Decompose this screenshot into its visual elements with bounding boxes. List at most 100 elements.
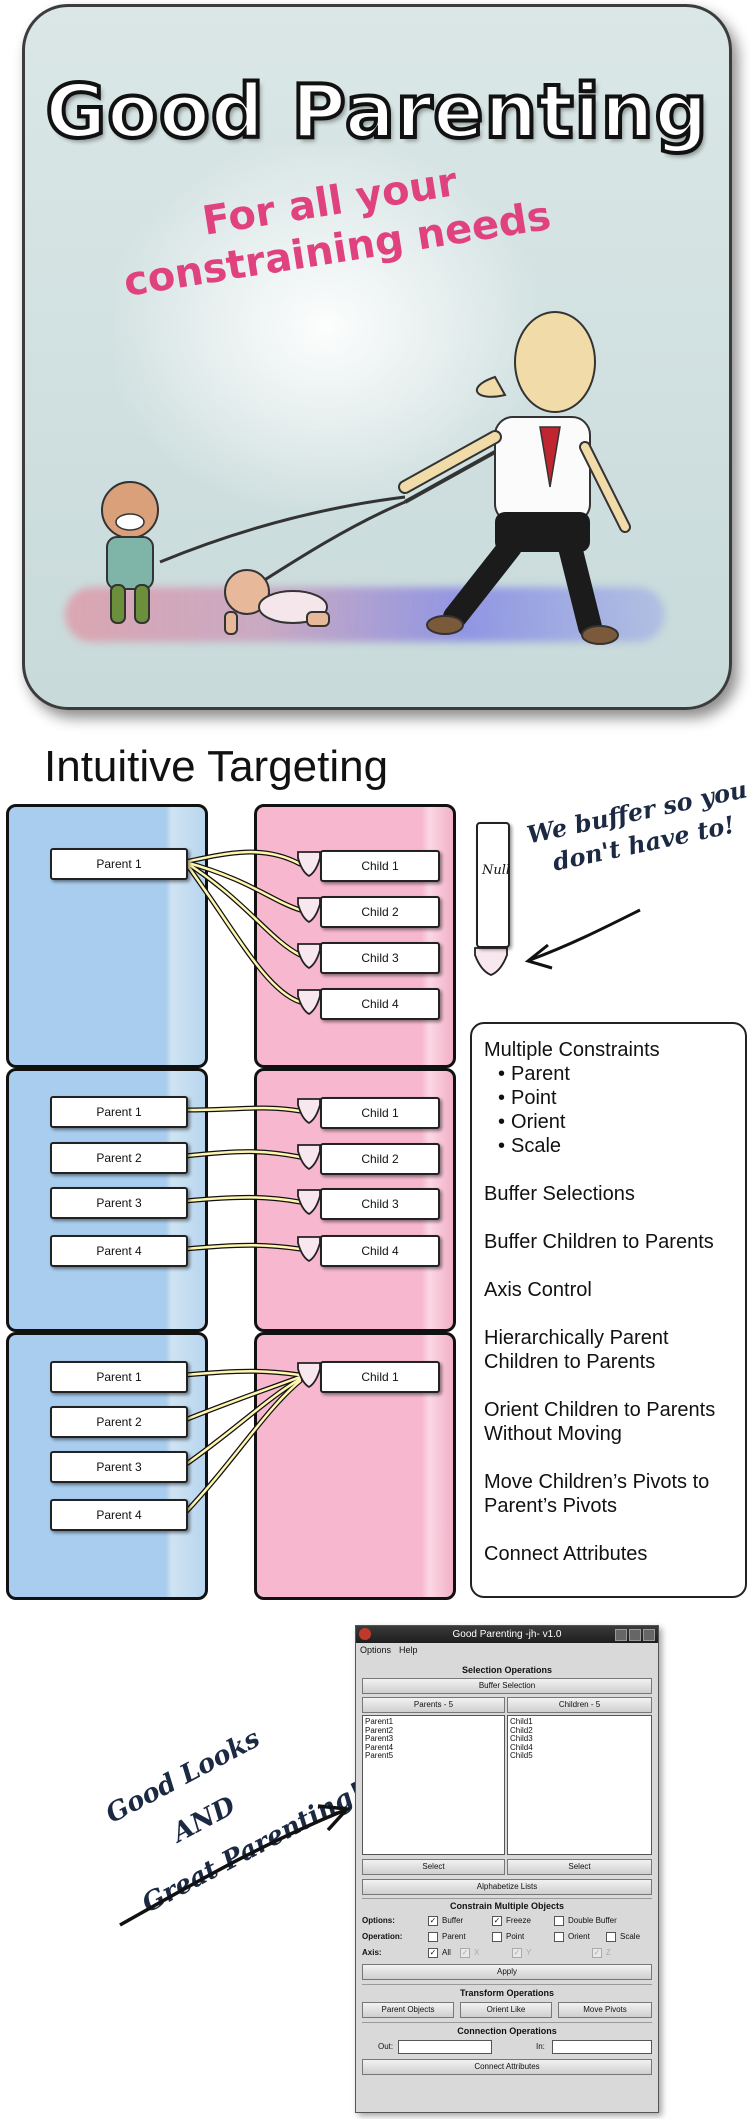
constraint-type: Orient (498, 1110, 565, 1134)
child-node: Child 2 (320, 1143, 440, 1175)
parent-objects-button[interactable]: Parent Objects (362, 2002, 454, 2018)
list-item[interactable]: Child4 (510, 1742, 533, 1752)
child-node: Child 1 (320, 850, 440, 882)
parent-node: Parent 2 (50, 1406, 188, 1438)
feature-item: Move Children’s Pivots to (484, 1471, 710, 1493)
axis-all-checkbox[interactable]: ✓ (428, 1948, 438, 1958)
null-label: Null (482, 863, 511, 878)
child-node: Child 4 (320, 1235, 440, 1267)
app-icon (359, 1628, 371, 1640)
children-list[interactable]: Child1 Child2 Child3 Child4 Child5 (507, 1715, 652, 1855)
feature-item: Axis Control (484, 1279, 592, 1301)
minimize-icon[interactable] (615, 1629, 627, 1641)
list-item[interactable]: Child3 (510, 1734, 533, 1743)
feature-item: Children to Parents (484, 1351, 656, 1373)
parents-list[interactable]: Parent1 Parent2 Parent3 Parent4 Parent5 (362, 1715, 505, 1855)
menu-options[interactable]: Options (360, 1645, 392, 1655)
constraint-type: Scale (498, 1134, 561, 1158)
children-header-button[interactable]: Children - 5 (507, 1697, 652, 1713)
constrain-header: Constrain Multiple Objects (449, 1901, 564, 1911)
feature-item: Connect Attributes (484, 1543, 648, 1565)
orient-like-button[interactable]: Orient Like (460, 2002, 552, 2018)
freeze-checkbox[interactable]: ✓ (492, 1916, 502, 1926)
parent-node: Parent 3 (50, 1187, 188, 1219)
parent-op-checkbox[interactable] (428, 1932, 438, 1942)
move-pivots-button[interactable]: Move Pivots (558, 2002, 652, 2018)
connection-header: Connection Operations (457, 2026, 557, 2036)
in-attribute-field[interactable] (552, 2040, 652, 2054)
out-label: Out: (378, 2042, 394, 2051)
close-icon[interactable] (643, 1629, 655, 1641)
buffer-checkbox[interactable]: ✓ (428, 1916, 438, 1926)
axis-all-label: All (442, 1948, 451, 1957)
constraint-type: Point (498, 1086, 557, 1110)
axis-x-label: X (474, 1948, 480, 1957)
parent-node: Parent 1 (50, 848, 188, 880)
divider (362, 1898, 652, 1899)
child-node: Child 1 (320, 1361, 440, 1393)
point-op-label: Point (506, 1932, 525, 1941)
children-panel-1 (254, 804, 456, 1068)
axis-x-checkbox[interactable]: ✓ (460, 1948, 470, 1958)
child-node: Child 4 (320, 988, 440, 1020)
parents-header-button[interactable]: Parents - 5 (362, 1697, 505, 1713)
feature-item: Buffer Children to Parents (484, 1231, 714, 1253)
transform-header: Transform Operations (459, 1988, 555, 1998)
banner-title: Good Parenting (43, 67, 709, 157)
divider (362, 2022, 652, 2023)
apply-button[interactable]: Apply (362, 1964, 652, 1980)
select-children-button[interactable]: Select (507, 1859, 652, 1875)
list-item[interactable]: Parent2 (365, 1725, 394, 1735)
scale-op-checkbox[interactable] (606, 1932, 616, 1942)
features-box: Multiple Constraints Parent Point Orient… (470, 1022, 747, 1598)
orient-op-checkbox[interactable] (554, 1932, 564, 1942)
ground-smear (65, 587, 665, 642)
out-attribute-field[interactable] (398, 2040, 492, 2054)
double-buffer-checkbox[interactable] (554, 1916, 564, 1926)
list-item[interactable]: Parent3 (365, 1734, 394, 1743)
title-banner: Good Parenting For all your constraining… (22, 4, 732, 710)
list-item[interactable]: Child1 (510, 1717, 533, 1726)
menu-bar: Options Help (356, 1643, 658, 1657)
parent-node: Parent 4 (50, 1499, 188, 1531)
list-item[interactable]: Parent5 (365, 1751, 394, 1760)
null-object: Null (476, 822, 510, 948)
operation-label: Operation: (362, 1932, 403, 1941)
menu-help[interactable]: Help (399, 1645, 418, 1655)
point-op-checkbox[interactable] (492, 1932, 502, 1942)
feature-item: Parent’s Pivots (484, 1495, 618, 1517)
axis-y-checkbox[interactable]: ✓ (512, 1948, 522, 1958)
freeze-option-label: Freeze (506, 1916, 531, 1925)
in-label: In: (536, 2042, 545, 2051)
parent-node: Parent 1 (50, 1361, 188, 1393)
child-node: Child 3 (320, 1188, 440, 1220)
buffer-selection-button[interactable]: Buffer Selection (362, 1678, 652, 1694)
child-node: Child 2 (320, 896, 440, 928)
feature-item: Buffer Selections (484, 1183, 635, 1205)
list-item[interactable]: Parent1 (365, 1717, 394, 1726)
options-label: Options: (362, 1916, 395, 1925)
list-item[interactable]: Parent4 (365, 1742, 394, 1752)
parent-node: Parent 2 (50, 1142, 188, 1174)
maximize-icon[interactable] (629, 1629, 641, 1641)
select-parents-button[interactable]: Select (362, 1859, 505, 1875)
parent-with-kids-illustration (101, 311, 631, 645)
connect-attributes-button[interactable]: Connect Attributes (362, 2059, 652, 2075)
alphabetize-lists-button[interactable]: Alphabetize Lists (362, 1879, 652, 1895)
list-item[interactable]: Child5 (510, 1751, 533, 1760)
axis-z-checkbox[interactable]: ✓ (592, 1948, 602, 1958)
axis-y-label: Y (526, 1948, 532, 1957)
selection-ops-header: Selection Operations (461, 1665, 553, 1675)
child-node: Child 1 (320, 1097, 440, 1129)
section-heading: Intuitive Targeting (44, 742, 389, 791)
window-title: Good Parenting -jh- v1.0 (452, 1629, 562, 1640)
window-controls (615, 1629, 655, 1641)
list-item[interactable]: Child2 (510, 1725, 533, 1735)
feature-item: Hierarchically Parent (484, 1327, 669, 1349)
window-titlebar: Good Parenting -jh- v1.0 (356, 1626, 658, 1643)
double-buffer-option-label: Double Buffer (568, 1916, 617, 1925)
